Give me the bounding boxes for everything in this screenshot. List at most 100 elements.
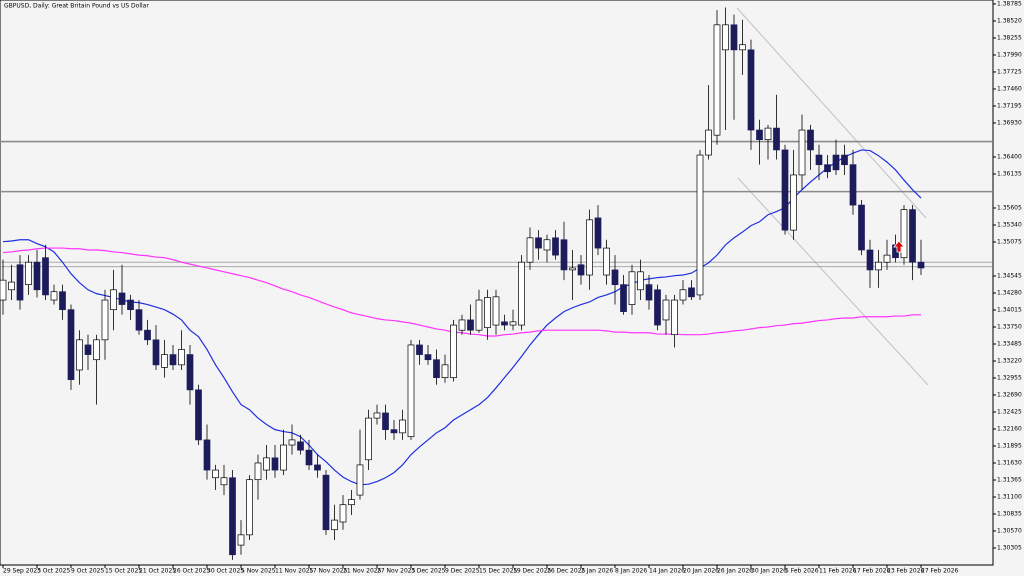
candle-body: [424, 354, 432, 361]
candle-body: [773, 127, 780, 151]
candle-body: [8, 281, 15, 291]
candle-body: [569, 267, 576, 271]
candle-body: [348, 499, 355, 506]
candle-body: [297, 441, 304, 451]
candle-body: [875, 261, 882, 271]
candle-body: [815, 154, 823, 166]
y-tick-label: 1.30570: [997, 527, 1022, 534]
y-tick-label: 1.37460: [997, 85, 1022, 92]
y-tick-label: 1.35605: [997, 204, 1022, 211]
candle-body: [280, 444, 287, 471]
candle-body: [824, 164, 831, 173]
candle-body: [314, 464, 321, 471]
y-tick-label: 1.36135: [997, 170, 1022, 177]
candle-body: [178, 349, 185, 366]
x-tick-label: 17 Feb 2026: [853, 568, 891, 575]
candle-body: [433, 359, 440, 379]
chart-title: GBPUSD, Daily: Great Britain Pound vs US…: [4, 3, 149, 10]
x-tick-label: 21 Oct 2025: [139, 568, 176, 575]
y-tick-label: 1.36930: [997, 119, 1022, 126]
candle-body: [747, 49, 755, 131]
y-tick-label: 1.33220: [997, 357, 1022, 364]
candle-body: [688, 287, 695, 298]
candle-body: [186, 354, 194, 391]
candle-body: [560, 239, 568, 271]
y-tick-label: 1.33750: [997, 323, 1022, 330]
x-tick-label: 30 Oct 2025: [207, 568, 244, 575]
candle-body: [161, 354, 168, 368]
candle-body: [577, 264, 585, 276]
candle-body: [917, 261, 925, 269]
candle-body: [492, 296, 500, 326]
candle-body: [603, 247, 610, 276]
candle-body: [25, 261, 32, 285]
candle-body: [696, 154, 704, 296]
candle-body: [407, 344, 415, 438]
candle-body: [373, 412, 381, 419]
candle-body: [0, 279, 7, 301]
candle-body: [807, 129, 814, 151]
candle-body: [84, 344, 92, 355]
y-tick-label: 1.34280: [997, 289, 1022, 296]
candle-body: [110, 289, 117, 311]
candle-body: [220, 477, 228, 486]
candle-body: [67, 309, 75, 380]
candle-body: [33, 261, 41, 291]
candle-body: [458, 319, 466, 331]
candle-body: [637, 271, 644, 291]
x-tick-label: 5 Feb 2026: [785, 568, 819, 575]
moving-average-line: [2, 149, 922, 486]
candle-body: [254, 462, 262, 481]
y-tick-label: 1.32955: [997, 374, 1022, 381]
candle-body: [790, 174, 797, 231]
candle-body: [169, 354, 177, 366]
candle-body: [195, 389, 202, 441]
x-tick-label: 19 Dec 2025: [513, 568, 552, 575]
candle-body: [900, 209, 908, 259]
y-tick-label: 1.31100: [997, 493, 1022, 500]
x-tick-label: 29 Sep 2025: [3, 568, 41, 575]
candle-body: [722, 24, 729, 51]
x-tick-label: 9 Dec 2025: [445, 568, 480, 575]
x-tick-label: 9 Oct 2025: [71, 568, 104, 575]
candle-body: [93, 339, 100, 361]
candle-body: [730, 24, 738, 51]
candle-body: [713, 24, 721, 136]
candle-body: [118, 292, 126, 305]
x-tick-label: 15 Oct 2025: [105, 568, 142, 575]
candle-body: [518, 261, 525, 326]
y-tick-label: 1.35075: [997, 238, 1022, 245]
candle-body: [50, 291, 58, 301]
candle-body: [16, 264, 24, 301]
x-tick-label: 26 Dec 2025: [547, 568, 586, 575]
x-tick-label: 21 Nov 2025: [343, 568, 382, 575]
candle-body: [288, 439, 296, 446]
candle-body: [467, 319, 474, 331]
candle-body: [416, 344, 423, 355]
candle-body: [594, 217, 602, 249]
y-tick-label: 1.32690: [997, 391, 1022, 398]
candle-body: [509, 321, 517, 326]
candle-body: [399, 419, 406, 434]
trend-line: [737, 177, 929, 386]
x-tick-label: 11 Nov 2025: [275, 568, 314, 575]
candle-body: [76, 339, 83, 371]
x-tick-label: 5 Nov 2025: [241, 568, 276, 575]
candle-body: [883, 254, 891, 263]
y-tick-label: 1.34015: [997, 306, 1022, 313]
candle-body: [501, 321, 508, 326]
y-tick-label: 1.37725: [997, 68, 1022, 75]
candle-body: [552, 237, 559, 256]
y-tick-label: 1.37195: [997, 102, 1022, 109]
candle-body: [849, 164, 857, 206]
x-tick-label: 8 Jan 2026: [615, 568, 647, 575]
candle-body: [858, 204, 865, 251]
y-tick-label: 1.38520: [997, 17, 1022, 24]
candle-body: [611, 269, 619, 285]
x-tick-label: 11 Feb 2026: [819, 568, 857, 575]
candle-body: [475, 299, 483, 331]
candle-body: [441, 364, 449, 379]
candle-body: [781, 149, 789, 231]
trend-line: [736, 7, 927, 219]
